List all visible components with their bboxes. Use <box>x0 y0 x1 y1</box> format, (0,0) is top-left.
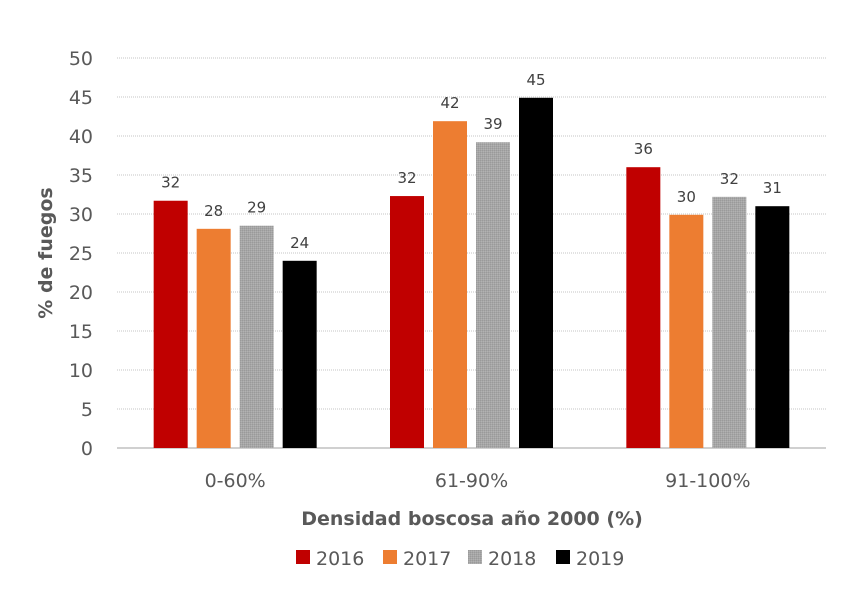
legend-item-2017: 2017 <box>383 548 451 570</box>
y-axis-ticks: 0 5 10 15 20 25 30 35 40 45 50 <box>69 48 93 460</box>
y-tick-label: 0 <box>81 438 93 460</box>
data-label-2016-2: 32 <box>397 169 416 187</box>
bar-2019-2 <box>519 97 553 448</box>
legend-swatch <box>383 550 397 564</box>
bar-2018-3 <box>712 196 747 448</box>
data-label-2019-1: 24 <box>290 234 309 252</box>
bar-2018-2 <box>476 142 510 449</box>
data-label-2017-1: 28 <box>204 202 223 220</box>
data-label-2016-3: 36 <box>634 140 653 158</box>
bar-2017-2 <box>433 121 467 449</box>
legend-swatch <box>296 550 310 564</box>
x-axis-title: Densidad boscosa año 2000 (%) <box>301 508 643 530</box>
bar-2018-1 <box>239 225 274 448</box>
y-tick-label: 25 <box>69 243 93 265</box>
data-label-2016-1: 32 <box>161 174 180 192</box>
legend-label: 2018 <box>488 548 536 570</box>
y-tick-label: 20 <box>69 282 93 304</box>
x-category-label: 61-90% <box>435 470 508 492</box>
y-tick-label: 5 <box>81 399 93 421</box>
legend-label: 2019 <box>576 548 624 570</box>
bar-2016-3 <box>626 167 661 448</box>
bar-2016-1 <box>153 200 188 448</box>
x-category-label: 0-60% <box>205 470 266 492</box>
data-label-2018-1: 29 <box>247 199 266 217</box>
y-tick-label: 35 <box>69 165 93 187</box>
bar-2017-3 <box>669 214 704 448</box>
y-tick-label: 45 <box>69 87 93 109</box>
gridlines <box>117 57 826 449</box>
data-label-2019-2: 45 <box>526 71 545 89</box>
y-tick-label: 50 <box>69 48 93 70</box>
y-tick-label: 15 <box>69 321 93 343</box>
y-axis-title: % de fuegos <box>35 187 57 318</box>
bar-2017-1 <box>196 228 231 448</box>
y-tick-label: 10 <box>69 360 93 382</box>
data-label-2017-2: 42 <box>440 94 459 112</box>
legend-item-2016: 2016 <box>296 548 364 570</box>
bar-2019-1 <box>282 260 317 448</box>
legend-label: 2017 <box>403 548 451 570</box>
bar-2019-3 <box>755 206 790 448</box>
legend-item-2018: 2018 <box>468 548 536 570</box>
x-category-label: 91-100% <box>665 470 750 492</box>
legend-swatch <box>556 550 570 564</box>
legend-item-2019: 2019 <box>556 548 624 570</box>
y-tick-label: 40 <box>69 126 93 148</box>
data-label-2018-3: 32 <box>720 170 739 188</box>
bar-2016-2 <box>390 196 424 448</box>
bars <box>153 97 790 449</box>
data-label-2019-3: 31 <box>763 179 782 197</box>
x-axis-category-labels: 0-60% 61-90% 91-100% <box>205 470 751 492</box>
legend-swatch <box>468 550 482 564</box>
legend: 2016 2017 2018 2019 <box>296 548 624 570</box>
data-label-2018-2: 39 <box>483 115 502 133</box>
data-labels: 32 28 29 24 32 42 39 45 36 30 32 31 <box>161 71 782 252</box>
y-tick-label: 30 <box>69 204 93 226</box>
data-label-2017-3: 30 <box>677 188 696 206</box>
legend-label: 2016 <box>316 548 364 570</box>
